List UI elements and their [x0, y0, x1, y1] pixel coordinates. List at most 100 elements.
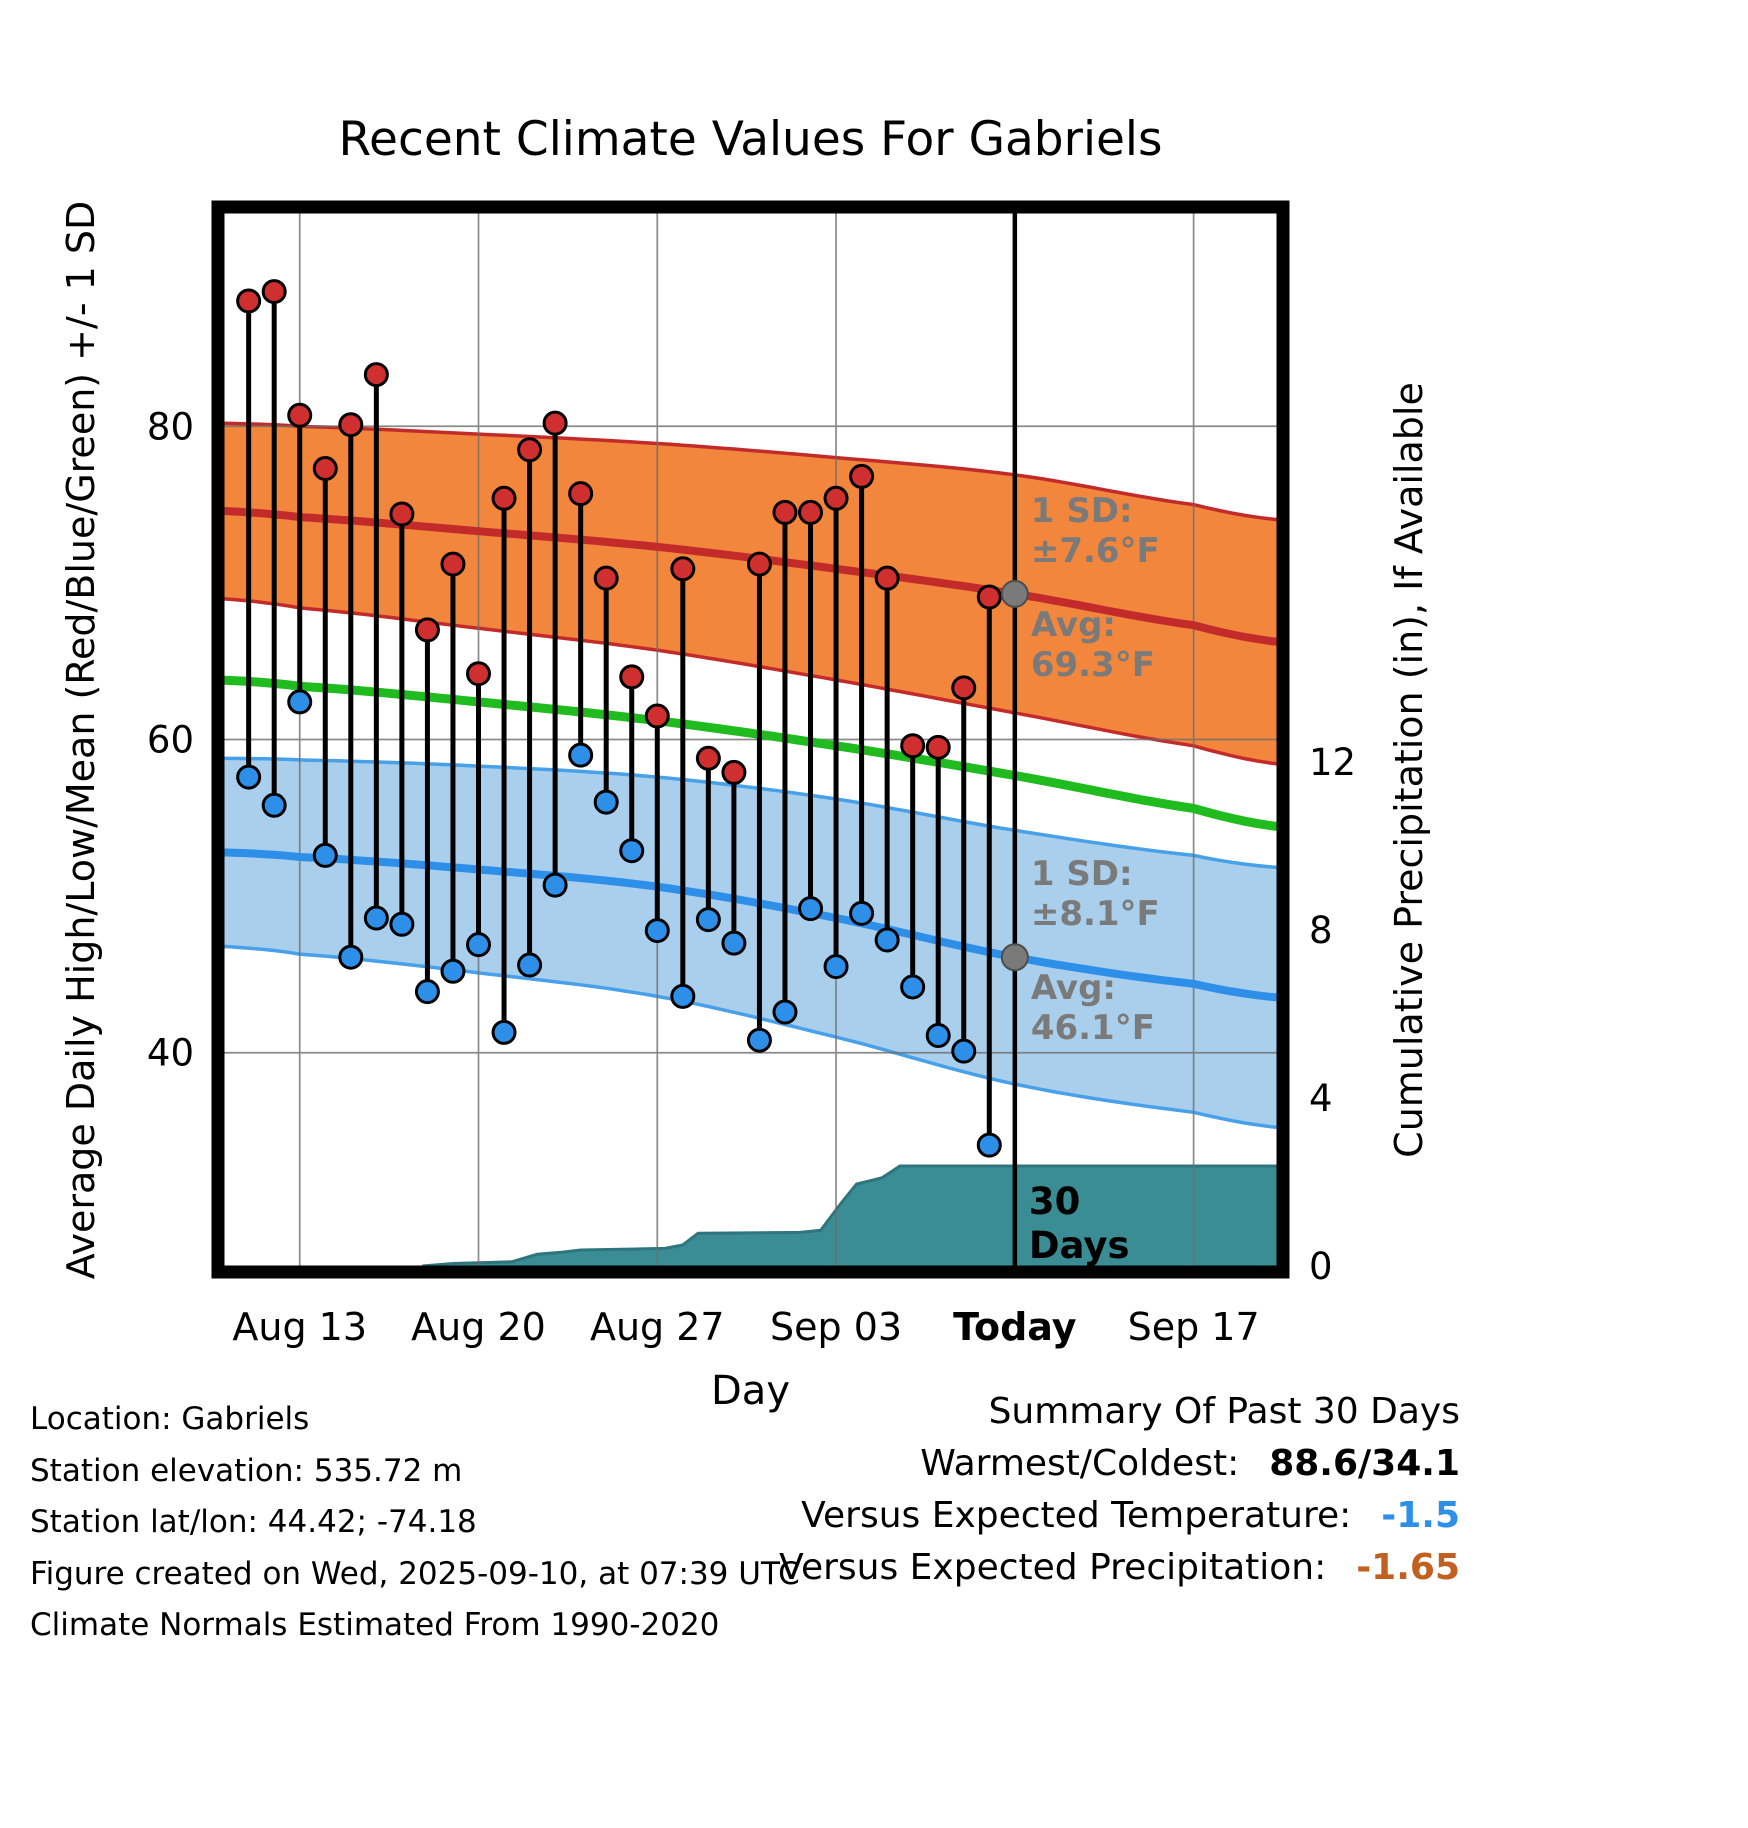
high-average-line: [218, 506, 1283, 647]
low-dot: [261, 792, 287, 818]
low-dot: [644, 918, 670, 944]
station-elevation: Station elevation: 535.72 m: [30, 1452, 463, 1489]
x-tick-label: Aug 20: [411, 1305, 546, 1349]
high-dot: [287, 402, 313, 428]
today-low-avg-marker: [1000, 943, 1029, 972]
figure-created: Figure created on Wed, 2025-09-10, at 07…: [30, 1555, 800, 1592]
high-dot: [619, 664, 645, 690]
high-dot: [976, 584, 1002, 610]
low-dot: [491, 1019, 517, 1045]
today-high-avg-marker: [1000, 579, 1029, 608]
low-dot: [746, 1027, 772, 1053]
low-dot: [823, 954, 849, 980]
period-line2: Days: [1029, 1224, 1130, 1267]
high-dot: [823, 485, 849, 511]
high-avg-label: Avg:: [1031, 605, 1116, 645]
low-dot: [287, 689, 313, 715]
high-dot: [798, 499, 824, 525]
high-dot: [746, 551, 772, 577]
low-dot: [976, 1132, 1002, 1158]
cumulative-precip-area: [422, 1166, 1283, 1266]
low-dot: [338, 944, 364, 970]
summary-label: Versus Expected Temperature:: [801, 1495, 1352, 1536]
y-left-tick-label: 80: [147, 405, 194, 448]
x-axis-label: Day: [711, 1368, 790, 1414]
summary-title: Summary Of Past 30 Days: [988, 1391, 1460, 1432]
high-avg-value: 69.3°F: [1031, 645, 1155, 685]
high-dot: [517, 437, 543, 463]
x-tick-label: Sep 17: [1128, 1305, 1260, 1349]
summary-row-warmest-coldest: Warmest/Coldest: 88.6/34.1: [920, 1438, 1460, 1490]
high-dot: [466, 661, 492, 687]
summary-value: -1.65: [1356, 1547, 1460, 1588]
low-dot: [312, 842, 338, 868]
low-dot: [542, 872, 568, 898]
x-tick-label: Today: [953, 1305, 1077, 1349]
high-dot: [363, 362, 389, 388]
x-tick-label: Aug 13: [232, 1305, 367, 1349]
summary-value: 88.6/34.1: [1269, 1443, 1460, 1484]
high-dot: [721, 759, 747, 785]
low-average-line: [218, 848, 1283, 1002]
summary-label: Versus Expected Precipitation:: [779, 1547, 1327, 1588]
low-dot: [900, 974, 926, 1000]
high-band-upper-edge: [218, 421, 1283, 522]
summary-row-vs-temperature: Versus Expected Temperature: -1.5: [801, 1490, 1460, 1542]
station-info: Location: Gabriels Station elevation: 53…: [30, 1394, 800, 1652]
high-dot: [312, 456, 338, 482]
y-right-tick-label: 8: [1309, 909, 1333, 952]
period-line1: 30: [1029, 1180, 1081, 1223]
high-band-lower-edge: [218, 596, 1283, 767]
y-right-tick-label: 0: [1309, 1245, 1333, 1288]
low-dot: [849, 900, 875, 926]
y-left-tick-label: 40: [147, 1032, 194, 1075]
x-tick-label: Aug 27: [590, 1305, 725, 1349]
station-location: Location: Gabriels: [30, 1401, 310, 1437]
daily-high-low-stems: [236, 279, 1002, 1158]
high-dot: [874, 565, 900, 591]
high-sd-label: 1 SD:: [1031, 491, 1133, 531]
high-dot: [414, 617, 440, 643]
mean-line: [218, 675, 1283, 832]
low-dot: [414, 979, 440, 1005]
summary-row-vs-precipitation: Versus Expected Precipitation: -1.65: [779, 1542, 1460, 1594]
high-dot: [900, 733, 926, 759]
high-dot: [695, 745, 721, 771]
high-dot: [670, 556, 696, 582]
station-latlon: Station lat/lon: 44.42; -74.18: [30, 1504, 477, 1540]
y-right-tick-label: 12: [1309, 741, 1356, 784]
low-dot: [517, 952, 543, 978]
low-dot: [389, 911, 415, 937]
low-avg-label: Avg:: [1031, 968, 1116, 1008]
plot-border: [211, 200, 1290, 1279]
high-dot: [772, 499, 798, 525]
high-dot: [236, 288, 262, 314]
high-dot: [593, 565, 619, 591]
low-dot: [363, 905, 389, 931]
low-dot: [593, 789, 619, 815]
low-dot: [721, 930, 747, 956]
chart-title: Recent Climate Values For Gabriels: [338, 112, 1163, 167]
high-dot: [440, 551, 466, 577]
high-dot: [849, 463, 875, 489]
low-dot: [466, 932, 492, 958]
low-dot: [798, 896, 824, 922]
low-band-lower-edge: [218, 944, 1283, 1130]
y-right-tick-label: 4: [1309, 1077, 1333, 1120]
low-sd-label: 1 SD:: [1031, 854, 1133, 894]
high-dot: [338, 412, 364, 438]
low-dot: [951, 1038, 977, 1064]
low-dot: [695, 907, 721, 933]
low-dot: [670, 983, 696, 1009]
high-dot: [568, 481, 594, 507]
y-left-tick-label: 60: [147, 719, 194, 762]
high-dot: [644, 703, 670, 729]
low-dot: [236, 764, 262, 790]
high-sd-value: ±7.6°F: [1031, 531, 1160, 571]
summary-label: Warmest/Coldest:: [920, 1443, 1240, 1484]
